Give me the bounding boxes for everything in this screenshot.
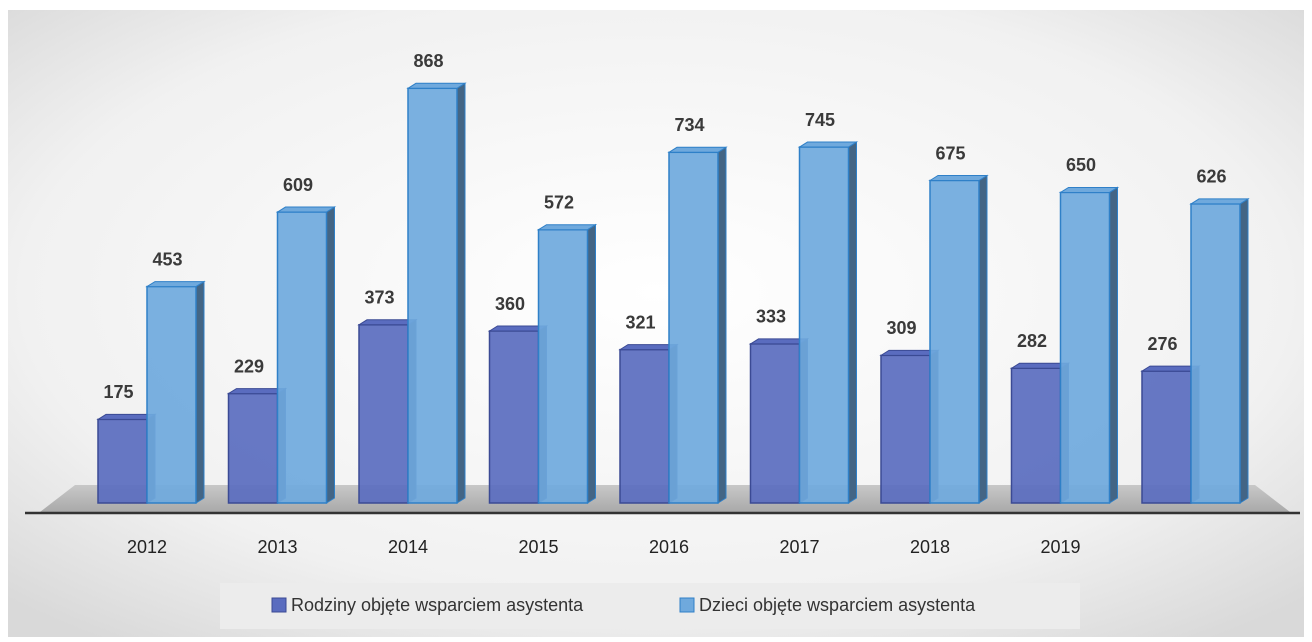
data-label: 572 — [544, 192, 574, 212]
bar-side — [717, 146, 727, 504]
bar — [798, 146, 850, 504]
bar-top — [1189, 198, 1250, 205]
bar — [97, 418, 148, 504]
data-label: 609 — [283, 175, 313, 195]
bar-side — [1109, 186, 1118, 504]
data-label: 745 — [805, 110, 835, 130]
bar-side — [978, 174, 988, 504]
bar — [1190, 203, 1241, 504]
data-label: 333 — [756, 307, 786, 327]
legend — [220, 583, 1080, 629]
bar — [227, 392, 279, 504]
data-label: 734 — [674, 115, 704, 135]
bars: 2012 175 453 2013 229 609 2014 373 868 2015 360 572… — [96, 51, 1250, 557]
bar-side — [456, 82, 466, 504]
x-tick-label: 2014 — [388, 537, 428, 557]
data-label: 276 — [1147, 334, 1177, 354]
bar — [1010, 367, 1062, 504]
bar — [880, 354, 931, 504]
legend-label: Rodziny objęte wsparciem asystenta — [291, 595, 584, 615]
bar-top — [536, 224, 598, 231]
data-label: 282 — [1017, 331, 1047, 351]
data-label: 453 — [152, 249, 182, 269]
bar — [749, 343, 801, 504]
bar-side — [848, 141, 857, 504]
x-tick-label: 2016 — [649, 537, 689, 557]
bar — [619, 348, 670, 504]
data-label: 321 — [625, 312, 655, 332]
data-label: 229 — [234, 356, 264, 376]
bar-top — [797, 141, 859, 148]
data-label: 650 — [1066, 155, 1096, 175]
bar — [1059, 191, 1111, 504]
bar-side — [326, 206, 335, 504]
x-tick-label: 2012 — [127, 537, 167, 557]
bar — [537, 228, 589, 504]
bar — [488, 330, 540, 504]
data-label: 373 — [364, 288, 394, 308]
legend-swatch — [271, 597, 287, 613]
bar — [407, 87, 458, 504]
bar-side — [195, 280, 205, 504]
x-tick-label: 2013 — [257, 537, 297, 557]
data-label: 626 — [1196, 167, 1226, 187]
data-label: 360 — [495, 294, 525, 314]
bar-top — [275, 206, 337, 213]
bar — [146, 285, 197, 504]
bar-top — [667, 146, 728, 153]
bar — [358, 324, 409, 504]
data-label: 868 — [413, 51, 443, 71]
x-tick-label: 2015 — [518, 537, 558, 557]
bar — [668, 151, 719, 504]
bar — [1141, 370, 1192, 504]
bar-top — [1058, 186, 1120, 193]
bar-side — [1239, 198, 1249, 504]
x-tick-label: 2017 — [779, 537, 819, 557]
x-tick-label: 2018 — [910, 537, 950, 557]
x-tick-label: 2019 — [1040, 537, 1080, 557]
legend-swatch — [679, 597, 695, 613]
data-label: 175 — [103, 382, 133, 402]
bar — [929, 179, 980, 504]
data-label: 309 — [886, 318, 916, 338]
legend-label: Dzieci objęte wsparciem asystenta — [699, 595, 976, 615]
bar — [276, 211, 328, 504]
bar-top — [145, 281, 206, 288]
bar-top — [406, 82, 467, 89]
bar-top — [928, 175, 989, 181]
data-label: 675 — [935, 143, 965, 163]
bar-side — [587, 223, 596, 504]
